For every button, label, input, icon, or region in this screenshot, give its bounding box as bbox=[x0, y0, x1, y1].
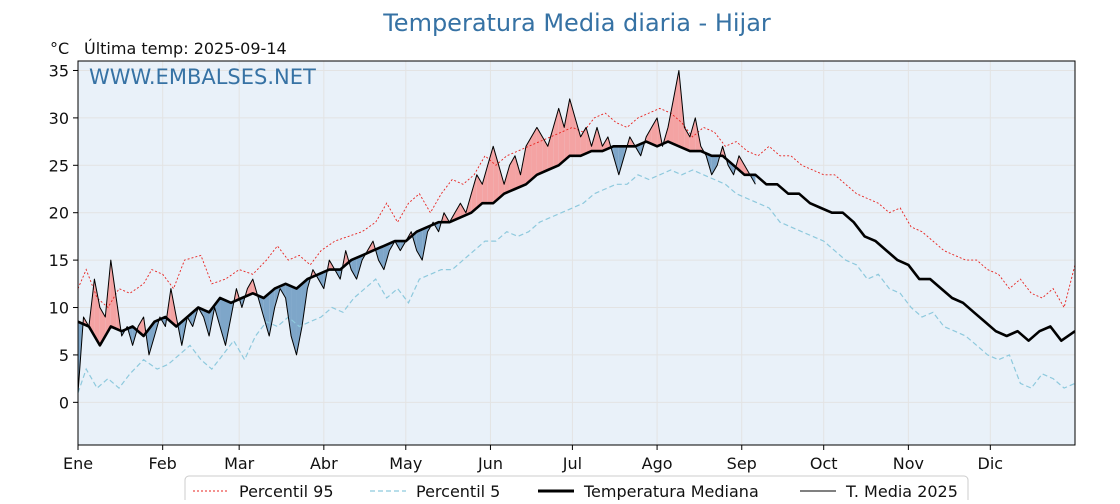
watermark: WWW.EMBALSES.NET bbox=[89, 65, 316, 89]
x-tick-label: Jun bbox=[477, 454, 503, 473]
x-ticks: Ene Feb Mar Abr May Jun Jul Ago Sep Oct Nov Dic bbox=[63, 445, 1003, 473]
y-tick-label: 10 bbox=[49, 299, 69, 318]
month-band bbox=[742, 61, 909, 445]
chart-title: Temperatura Media diaria - Hijar bbox=[382, 9, 771, 37]
x-tick-label: Jul bbox=[562, 454, 582, 473]
y-tick-label: 30 bbox=[49, 109, 69, 128]
y-tick-label: 20 bbox=[49, 204, 69, 223]
y-tick-label: 25 bbox=[49, 156, 69, 175]
y-tick-label: 5 bbox=[59, 346, 69, 365]
legend-label-p95: Percentil 95 bbox=[239, 482, 334, 500]
month-bands bbox=[78, 61, 1075, 445]
y-tick-label: 0 bbox=[59, 393, 69, 412]
y-tick-label: 35 bbox=[49, 61, 69, 80]
y-tick-label: 15 bbox=[49, 251, 69, 270]
month-band bbox=[406, 61, 573, 445]
x-tick-label: Abr bbox=[310, 454, 338, 473]
x-tick-label: Mar bbox=[224, 454, 255, 473]
x-tick-label: Feb bbox=[149, 454, 177, 473]
month-band bbox=[908, 61, 1075, 445]
legend-label-median: Temperatura Mediana bbox=[583, 482, 759, 500]
x-tick-label: May bbox=[389, 454, 422, 473]
x-tick-label: Oct bbox=[810, 454, 838, 473]
legend: Percentil 95 Percentil 5 Temperatura Med… bbox=[185, 476, 968, 500]
x-tick-label: Nov bbox=[893, 454, 924, 473]
x-tick-label: Ene bbox=[63, 454, 93, 473]
legend-label-current: T. Media 2025 bbox=[845, 482, 958, 500]
y-ticks: 0 5 10 15 20 25 30 35 bbox=[49, 61, 78, 412]
unit-label: °C bbox=[50, 39, 69, 58]
x-tick-label: Ago bbox=[642, 454, 673, 473]
x-tick-label: Dic bbox=[978, 454, 1004, 473]
month-band bbox=[78, 61, 239, 445]
last-temp-label: Última temp: 2025-09-14 bbox=[84, 39, 287, 58]
legend-label-p5: Percentil 5 bbox=[416, 482, 500, 500]
x-tick-label: Sep bbox=[727, 454, 757, 473]
